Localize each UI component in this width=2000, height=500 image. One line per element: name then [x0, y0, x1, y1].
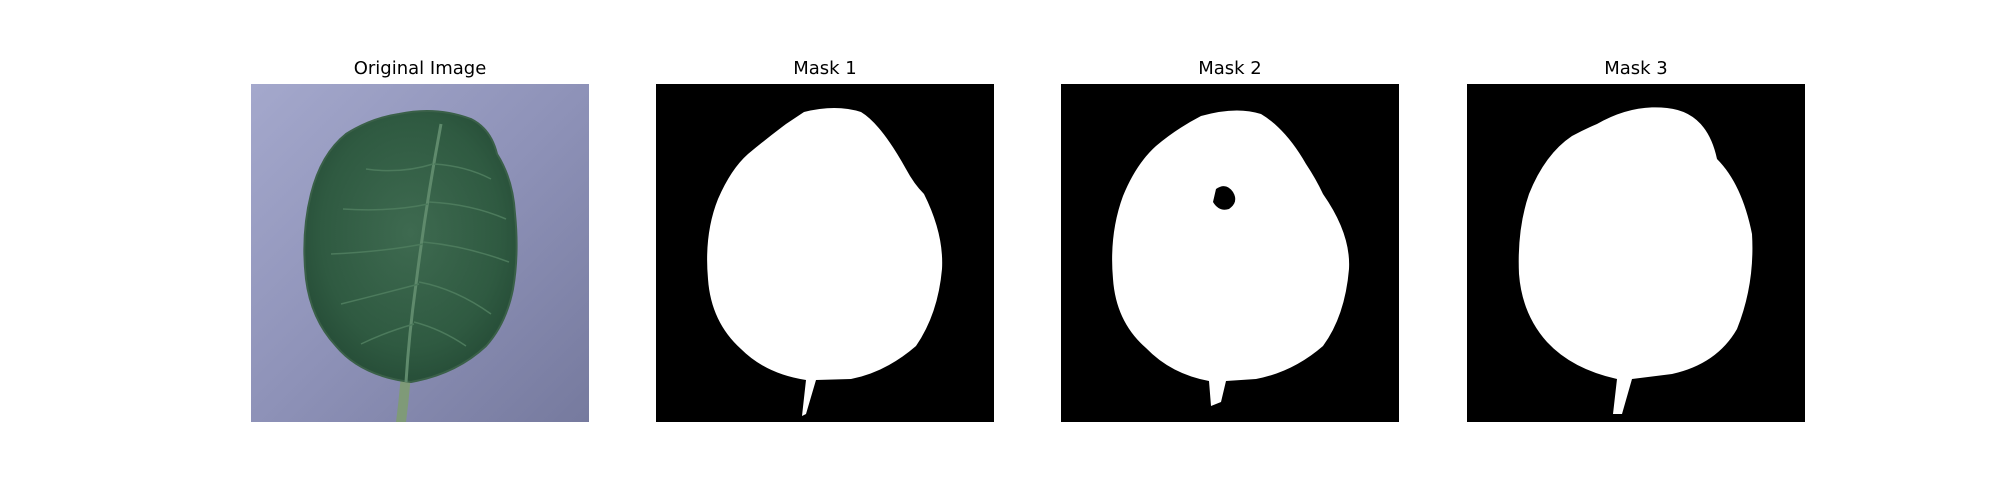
panel-title: Mask 2: [1198, 58, 1262, 79]
mask-3-image: [1467, 84, 1805, 422]
panel-title: Mask 3: [1604, 58, 1668, 79]
panel-original-image: Original Image: [251, 54, 589, 422]
panel-title: Mask 1: [793, 58, 857, 79]
panel-mask-3: Mask 3: [1467, 54, 1805, 422]
original-leaf-photo: [251, 84, 589, 422]
panel-title: Original Image: [353, 58, 487, 79]
panel-mask-2: Mask 2: [1061, 54, 1399, 422]
mask-2-image: [1061, 84, 1399, 422]
mask-1-image: [656, 84, 994, 422]
panel-mask-1: Mask 1: [656, 54, 994, 422]
